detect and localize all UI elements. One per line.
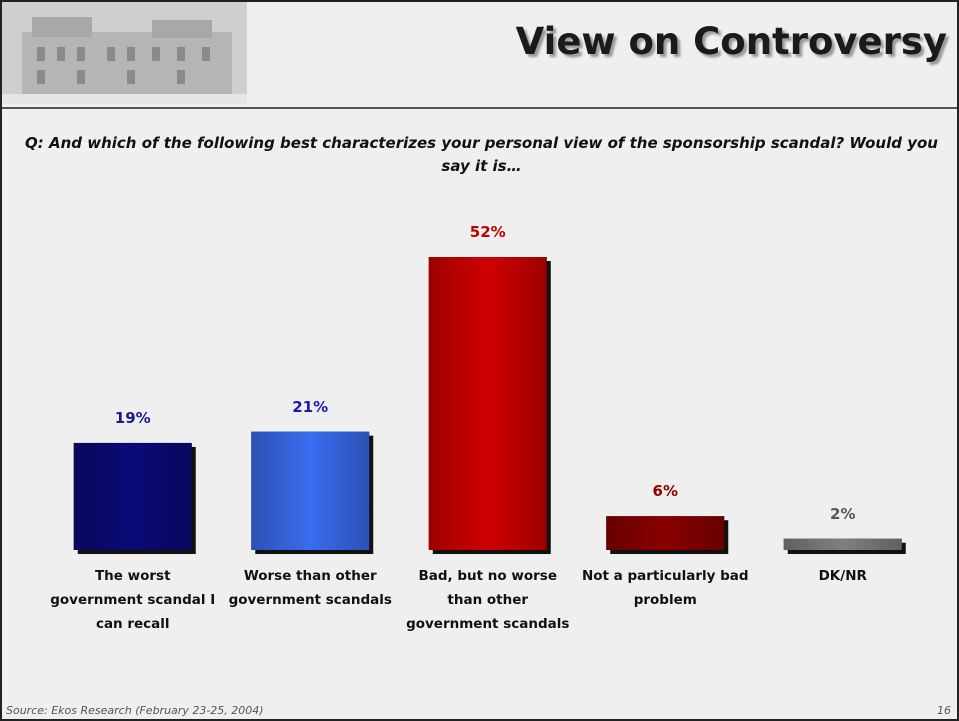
page-number: 16: [937, 704, 951, 717]
bar: [783, 538, 902, 550]
category-label: Not a particularly bad problem: [581, 568, 749, 608]
category-label: Worse than other government scandals: [228, 568, 392, 608]
bar: [251, 431, 370, 550]
value-label: 6%: [652, 482, 678, 501]
header-photo: [2, 2, 247, 104]
bar: [428, 257, 547, 550]
bar: [606, 516, 725, 550]
category-label: DK/NR: [818, 568, 867, 584]
slide-title: View on Controversy: [515, 20, 947, 63]
value-label: 21%: [292, 397, 329, 416]
value-label: 52%: [469, 223, 506, 241]
source: Source: Ekos Research (February 23-25, 2…: [6, 704, 264, 717]
question: Q: And which of the following best chara…: [25, 134, 938, 175]
category-label: The worst government scandal I can recal…: [50, 568, 216, 632]
category-label: Bad, but no worse than other government …: [406, 568, 570, 632]
bar: [73, 442, 192, 550]
value-label: 2%: [830, 504, 856, 523]
value-label: 19%: [114, 408, 151, 427]
